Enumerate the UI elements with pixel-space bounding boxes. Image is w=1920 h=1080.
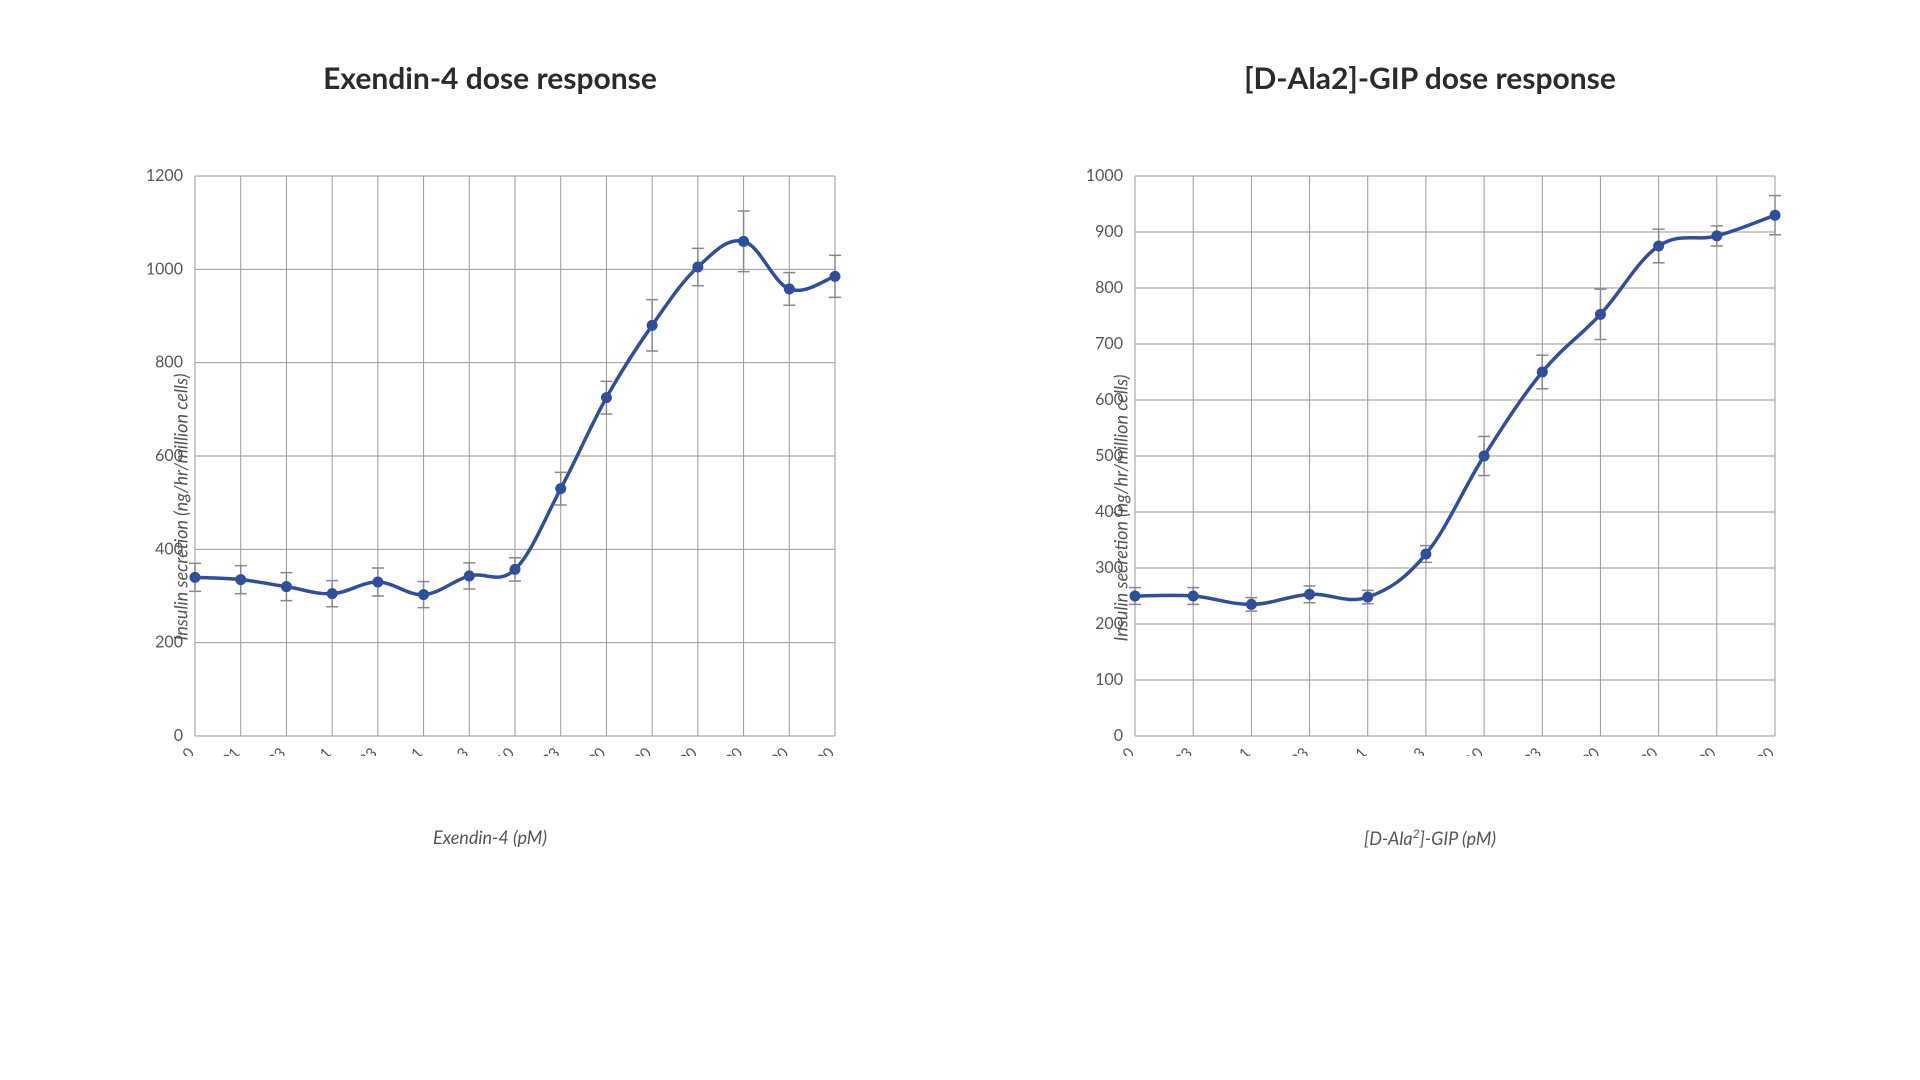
series-line: [1135, 215, 1775, 604]
svg-text:33: 33: [1520, 744, 1545, 756]
chart-svg-dala2gip: 0100200300400500600700800900100000,0330,…: [1065, 166, 1795, 756]
data-point: [1304, 589, 1315, 600]
data-point: [1653, 241, 1664, 252]
data-point: [1770, 210, 1781, 221]
chart-wrap-exendin4: Insulin secretion (ng/hr/million cells) …: [125, 166, 855, 848]
svg-text:700: 700: [1095, 334, 1123, 353]
xlabel-dala2gip: [D-Ala2]-GIP (pM): [1065, 826, 1795, 849]
svg-text:100: 100: [578, 744, 609, 756]
data-point: [1188, 591, 1199, 602]
svg-text:10000: 10000: [749, 744, 793, 756]
data-point: [281, 581, 292, 592]
svg-text:1000: 1000: [1682, 744, 1720, 756]
data-point: [372, 577, 383, 588]
data-point: [1711, 230, 1722, 241]
svg-text:0: 0: [1114, 726, 1123, 745]
svg-text:0,01: 0,01: [210, 744, 244, 756]
svg-text:0: 0: [1119, 744, 1138, 756]
data-point: [555, 483, 566, 494]
svg-text:0: 0: [179, 744, 198, 756]
svg-text:800: 800: [155, 353, 183, 372]
svg-text:800: 800: [1095, 278, 1123, 297]
data-point: [784, 283, 795, 294]
svg-text:33: 33: [539, 744, 564, 756]
svg-text:0,33: 0,33: [347, 744, 381, 756]
svg-text:330: 330: [1630, 744, 1661, 756]
panel-exendin4: Exendin-4 dose response Insulin secretio…: [80, 60, 900, 848]
svg-text:1200: 1200: [146, 166, 183, 185]
svg-text:3,3: 3,3: [445, 744, 472, 756]
chart-title-exendin4: Exendin-4 dose response: [323, 60, 657, 96]
data-point: [418, 589, 429, 600]
chart-svg-exendin4: 02004006008001000120000,010,0330,10,3313…: [125, 166, 855, 756]
chart-title-dala2gip: [D-Ala2]-GIP dose response: [1244, 60, 1616, 96]
data-point: [647, 320, 658, 331]
data-point: [601, 392, 612, 403]
data-point: [464, 570, 475, 581]
data-point: [327, 588, 338, 599]
svg-text:0,033: 0,033: [1156, 744, 1196, 756]
chart-wrap-dala2gip: Insulin secretion (ng/hr/million cells) …: [1065, 166, 1795, 849]
svg-text:3300: 3300: [709, 744, 747, 756]
data-point: [1479, 451, 1490, 462]
svg-text:10: 10: [493, 744, 518, 756]
svg-text:1000: 1000: [1086, 166, 1123, 185]
svg-text:10: 10: [1462, 744, 1487, 756]
svg-text:3300: 3300: [1740, 744, 1778, 756]
svg-text:0,033: 0,033: [250, 744, 290, 756]
data-point: [830, 271, 841, 282]
xlabel-exendin4: Exendin-4 (pM): [125, 826, 855, 848]
data-point: [1362, 592, 1373, 603]
data-point: [1537, 367, 1548, 378]
data-point: [692, 262, 703, 273]
svg-text:0,1: 0,1: [308, 744, 335, 756]
ylabel-dala2gip: Insulin secretion (ng/hr/million cells): [1109, 374, 1131, 641]
data-point: [1595, 309, 1606, 320]
panel-dala2gip: [D-Ala2]-GIP dose response Insulin secre…: [1020, 60, 1840, 849]
svg-text:1: 1: [408, 744, 427, 756]
svg-text:0,1: 0,1: [1227, 744, 1254, 756]
ylabel-exendin4: Insulin secretion (ng/hr/million cells): [169, 374, 191, 641]
chart-pair: Exendin-4 dose response Insulin secretio…: [0, 0, 1920, 849]
svg-text:0,33: 0,33: [1279, 744, 1313, 756]
svg-text:33000: 33000: [794, 744, 838, 756]
data-point: [235, 574, 246, 585]
svg-text:100: 100: [1572, 744, 1603, 756]
svg-text:0: 0: [174, 726, 183, 745]
data-point: [1246, 599, 1257, 610]
svg-text:100: 100: [1095, 670, 1123, 689]
data-point: [738, 236, 749, 247]
svg-text:1000: 1000: [663, 744, 701, 756]
svg-text:900: 900: [1095, 222, 1123, 241]
data-point: [510, 564, 521, 575]
svg-text:330: 330: [624, 744, 655, 756]
svg-text:1: 1: [1352, 744, 1371, 756]
svg-text:3,3: 3,3: [1401, 744, 1428, 756]
data-point: [1420, 549, 1431, 560]
svg-text:1000: 1000: [146, 259, 183, 278]
